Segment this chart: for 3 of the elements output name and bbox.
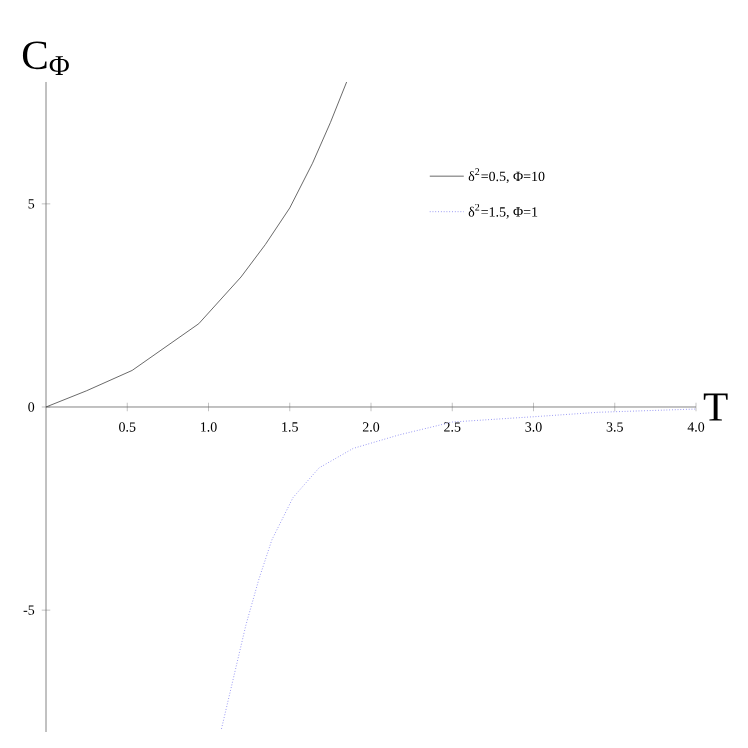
line-series <box>46 81 348 408</box>
x-axis-title: T <box>703 393 728 421</box>
y-axis-title: C$_{Φ}$ <box>22 41 69 75</box>
